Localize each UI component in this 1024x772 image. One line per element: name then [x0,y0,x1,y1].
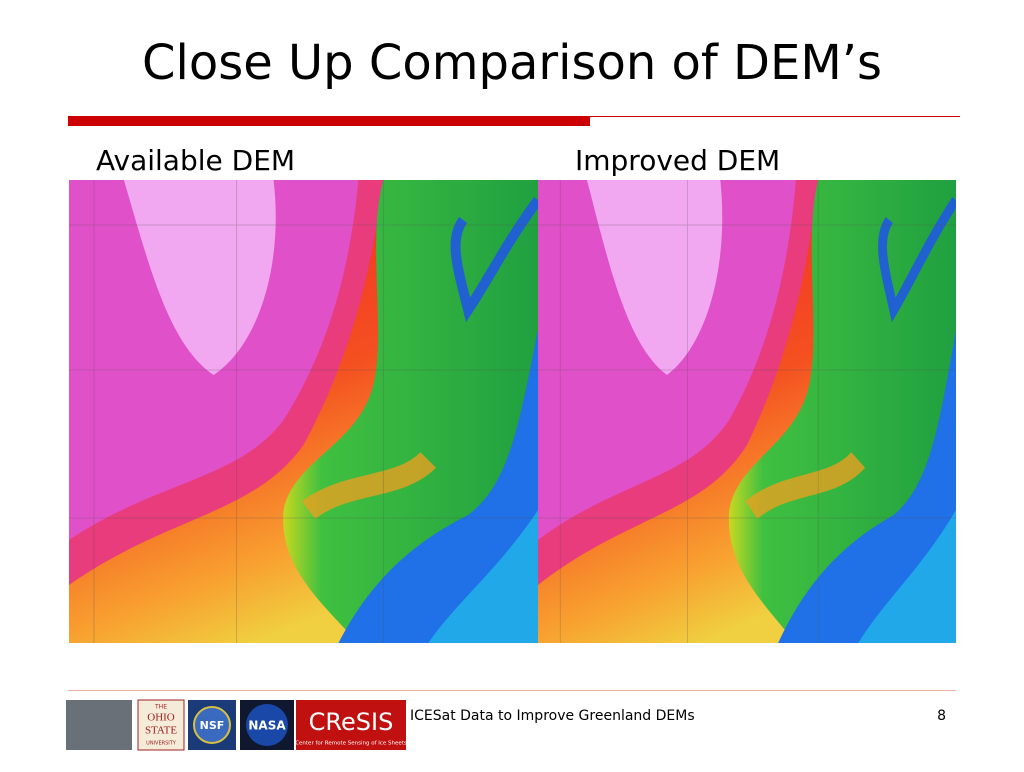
panel-label: Improved DEM [575,144,780,177]
logo-cresis [296,700,406,750]
panel-label: Available DEM [96,144,295,177]
slide-title: Close Up Comparison of DEM’s [142,35,882,91]
logo-text: NASA [248,719,286,733]
logo-text: STATE [145,725,177,737]
footer-text: ICESat Data to Improve Greenland DEMs [410,708,695,724]
dem-map [538,180,956,643]
dem-map [69,180,538,643]
title-bar-thick [68,116,590,126]
logo-text: Center for Remote Sensing of Ice Sheets [295,741,407,747]
logo-text: CReSIS [309,708,394,736]
logo-text: THE [154,704,167,711]
logo-osu [137,699,185,751]
logo-nasa-globe [246,704,288,746]
logo-photo [66,700,132,750]
logo-text: OHIO [147,712,175,724]
logo-text: NSF [200,719,225,732]
page-number: 8 [937,708,946,724]
logo-text: UNIVERSITY [146,741,177,747]
logo-nsf-globe [193,706,231,744]
